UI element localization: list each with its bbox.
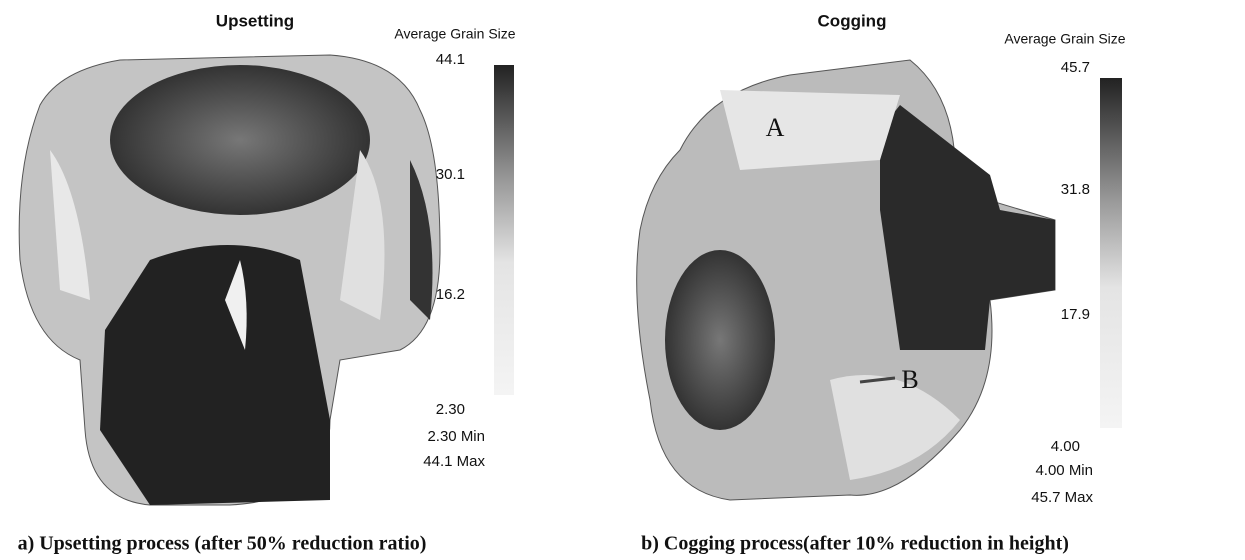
scale-label: 4.00	[1051, 438, 1080, 455]
scale-label: 45.7	[1061, 59, 1090, 76]
caption: b) Cogging process(after 10% reduction i…	[641, 533, 1069, 555]
panel-title: Upsetting	[216, 11, 294, 30]
colorbar	[1100, 78, 1122, 428]
point-label: A	[766, 113, 785, 142]
panel-title: Cogging	[818, 11, 887, 30]
upsetting-image	[19, 55, 440, 505]
max-label: 44.1 Max	[423, 453, 485, 470]
scale-label: 44.1	[436, 51, 465, 68]
point-label: B	[901, 365, 918, 394]
scale-label: 30.1	[436, 166, 465, 183]
scale-label: 2.30	[436, 401, 465, 418]
colorbar	[494, 65, 514, 395]
max-label: 45.7 Max	[1031, 489, 1093, 506]
scale-label: 31.8	[1061, 181, 1090, 198]
caption: a) Upsetting process (after 50% reductio…	[18, 533, 427, 555]
legend-title: Average Grain Size	[1004, 31, 1125, 47]
scale-label: 16.2	[436, 286, 465, 303]
legend-title: Average Grain Size	[394, 26, 515, 42]
scale-label: 17.9	[1061, 306, 1090, 323]
min-label: 2.30 Min	[427, 428, 485, 445]
min-label: 4.00 Min	[1035, 462, 1093, 479]
figure: Upsetting Average Grain Size 44.1 30.1 16.2 2…	[0, 0, 1245, 560]
cogging-image	[637, 60, 1055, 500]
